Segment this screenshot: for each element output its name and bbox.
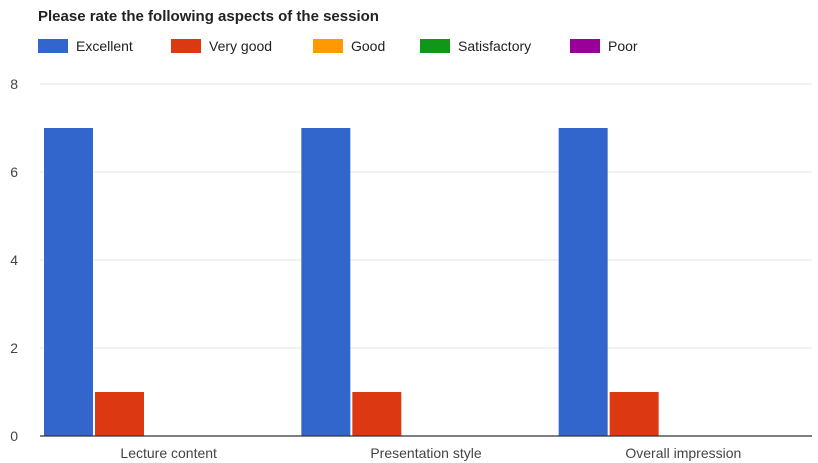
legend-item-poor[interactable]: Poor [570,36,638,56]
x-tick-label-1: Presentation style [370,445,481,461]
chart-title: Please rate the following aspects of the… [38,8,379,25]
legend-swatch-satisfactory [420,39,450,53]
bar-very-good-presentation-style [352,392,402,436]
legend-swatch-good [313,39,343,53]
legend-label-good: Good [351,38,386,54]
legend-swatch-poor [570,39,600,53]
bar-very-good-overall-impression [609,392,659,436]
x-tick-label-0: Lecture content [120,445,217,461]
legend-item-good[interactable]: Good [313,36,385,56]
y-tick-label-4: 4 [10,252,18,268]
y-tick-label-8: 8 [10,76,18,92]
bar-very-good-lecture-content [95,392,144,436]
bar-excellent-presentation-style [301,128,351,436]
bar-excellent-overall-impression [558,128,608,436]
legend-label-very-good: Very good [209,38,273,54]
legend-label-satisfactory: Satisfactory [458,38,532,54]
legend-item-excellent[interactable]: Excellent [38,36,133,56]
legend-swatch-very-good [171,39,201,53]
y-tick-label-6: 6 [10,164,18,180]
y-tick-label-0: 0 [10,428,18,444]
bar-excellent-lecture-content [44,128,93,436]
legend-item-satisfactory[interactable]: Satisfactory [420,36,531,56]
legend-item-very-good[interactable]: Very good [171,36,272,56]
legend-swatch-excellent [38,39,68,53]
legend-label-poor: Poor [608,38,638,54]
legend-label-excellent: Excellent [76,38,133,54]
y-tick-label-2: 2 [10,340,18,356]
x-tick-label-2: Overall impression [625,445,741,461]
